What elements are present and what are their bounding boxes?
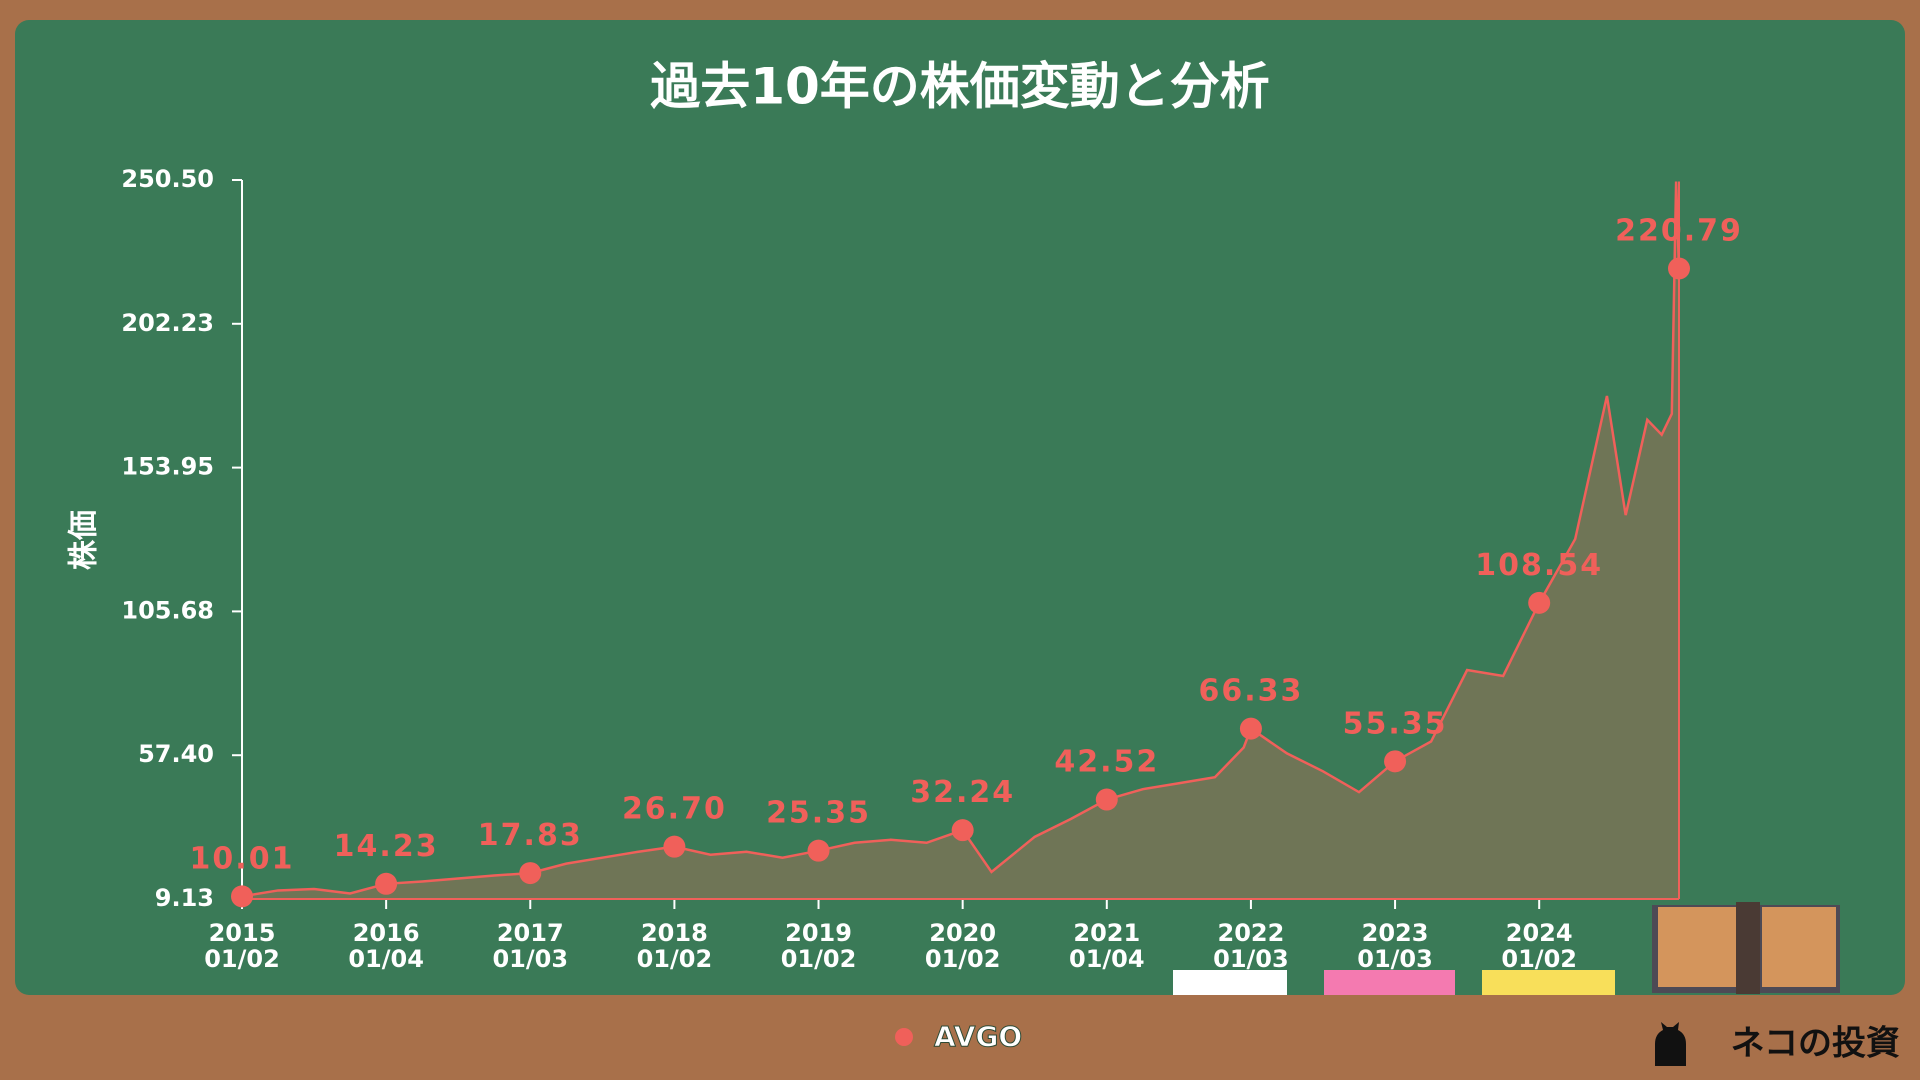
x-tick-label: 2022 01/03 bbox=[1213, 919, 1289, 973]
point bbox=[951, 819, 974, 842]
x-tick-label: 2023 01/03 bbox=[1357, 919, 1433, 973]
chalk-pink bbox=[1324, 970, 1455, 995]
point-label: 17.83 bbox=[478, 818, 583, 853]
point-label: 220.79 bbox=[1615, 214, 1743, 249]
point-label: 26.70 bbox=[622, 792, 727, 827]
chalk-white bbox=[1173, 970, 1287, 995]
point-label: 32.24 bbox=[910, 775, 1015, 810]
brand: ネコの投資 bbox=[1731, 1024, 1900, 1064]
point bbox=[1528, 591, 1551, 614]
y-tick-label: 202.23 bbox=[121, 309, 214, 337]
point-label: 25.35 bbox=[766, 796, 871, 831]
x-tick-label: 2024 01/02 bbox=[1501, 919, 1577, 973]
cat-icon bbox=[1655, 1022, 1686, 1066]
eraser bbox=[1652, 902, 1840, 994]
y-tick-label: 153.95 bbox=[121, 453, 214, 481]
point bbox=[1668, 257, 1690, 280]
point-label: 66.33 bbox=[1198, 674, 1303, 709]
y-tick-label: 9.13 bbox=[155, 884, 214, 912]
point bbox=[231, 885, 253, 908]
point bbox=[1384, 750, 1407, 773]
point-label: 42.52 bbox=[1054, 745, 1159, 780]
legend-label: AVGO bbox=[934, 1020, 1022, 1053]
point bbox=[807, 839, 830, 862]
y-axis-label: 株価 bbox=[67, 510, 102, 570]
point-label: 108.54 bbox=[1475, 548, 1603, 583]
point-label: 10.01 bbox=[190, 841, 295, 876]
x-tick-label: 2017 01/03 bbox=[492, 919, 568, 973]
x-tick-label: 2018 01/02 bbox=[637, 919, 713, 973]
point bbox=[1239, 717, 1262, 740]
point-label: 14.23 bbox=[334, 829, 439, 864]
point bbox=[1095, 788, 1118, 811]
y-tick-label: 105.68 bbox=[121, 596, 214, 624]
chart-title: 過去10年の株価変動と分析 bbox=[650, 58, 1270, 116]
legend: AVGO bbox=[895, 1020, 1023, 1054]
x-tick-label: 2019 01/02 bbox=[781, 919, 857, 973]
x-tick-label: 2021 01/04 bbox=[1069, 919, 1145, 973]
plot: 9.13 57.40 105.68 153.95 202.23 250.50 2015 01/… bbox=[121, 165, 1743, 973]
y-tick-label: 57.40 bbox=[138, 740, 214, 768]
x-tick-label: 2016 01/04 bbox=[348, 919, 424, 973]
x-tick-label: 2015 01/02 bbox=[204, 919, 280, 973]
point bbox=[375, 872, 398, 895]
point bbox=[519, 862, 542, 885]
legend-marker bbox=[895, 1028, 913, 1046]
x-tick-label: 2020 01/02 bbox=[925, 919, 1001, 973]
chalk-yellow bbox=[1482, 970, 1615, 995]
point-label: 55.35 bbox=[1343, 706, 1448, 741]
y-tick-label: 250.50 bbox=[121, 165, 214, 193]
area bbox=[242, 181, 1679, 900]
line bbox=[241, 181, 1681, 898]
point bbox=[663, 835, 686, 858]
